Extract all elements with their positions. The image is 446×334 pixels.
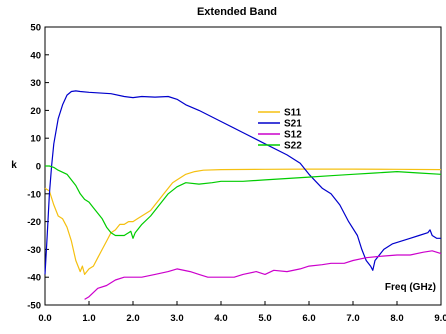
y-tick-label: -30 — [27, 245, 41, 256]
x-tick-label: 9.0 — [434, 313, 446, 324]
x-tick-label: 2.0 — [126, 313, 139, 324]
y-tick-label: 10 — [30, 134, 41, 145]
y-tick-label: 20 — [30, 106, 41, 117]
series-line-s22 — [45, 165, 442, 239]
x-tick-label: 7.0 — [346, 313, 359, 324]
y-tick-label: 0 — [36, 162, 41, 173]
series-line-s12 — [84, 250, 442, 300]
y-tick-label: 40 — [30, 50, 41, 61]
y-tick-label: 50 — [30, 23, 41, 34]
y-tick-label: -20 — [27, 217, 41, 228]
plot-area — [44, 26, 442, 306]
y-tick-label: -50 — [27, 301, 41, 312]
x-tick-label: 1.0 — [82, 313, 95, 324]
legend-label-s12: S12 — [284, 130, 302, 141]
series-layer — [44, 90, 442, 300]
legend-label-s21: S21 — [284, 119, 302, 130]
x-tick-label: 3.0 — [170, 313, 183, 324]
y-tick-label: -40 — [27, 273, 41, 284]
x-tick-label: 5.0 — [258, 313, 271, 324]
x-tick-label: 6.0 — [302, 313, 315, 324]
legend-label-s22: S22 — [284, 141, 302, 152]
y-tick-label: 30 — [30, 78, 41, 89]
x-tick-label: 0.0 — [38, 313, 51, 324]
x-axis: 0.0 1.0 2.0 3.0 4.0 5.0 6.0 7.0 8.0 9.0 — [38, 301, 446, 324]
series-line-s11 — [44, 168, 442, 275]
y-axis: 50 40 30 20 10 0 -10 -20 -30 -40 -50 — [27, 23, 49, 312]
x-tick-label: 8.0 — [390, 313, 403, 324]
y-axis-label: k — [11, 160, 17, 171]
chart-title: Extended Band — [197, 6, 277, 18]
x-axis-label: Freq (GHz) — [385, 282, 436, 293]
series-line-s21 — [44, 90, 441, 275]
y-tick-label: -10 — [27, 189, 41, 200]
x-tick-label: 4.0 — [214, 313, 227, 324]
legend-label-s11: S11 — [284, 108, 302, 119]
